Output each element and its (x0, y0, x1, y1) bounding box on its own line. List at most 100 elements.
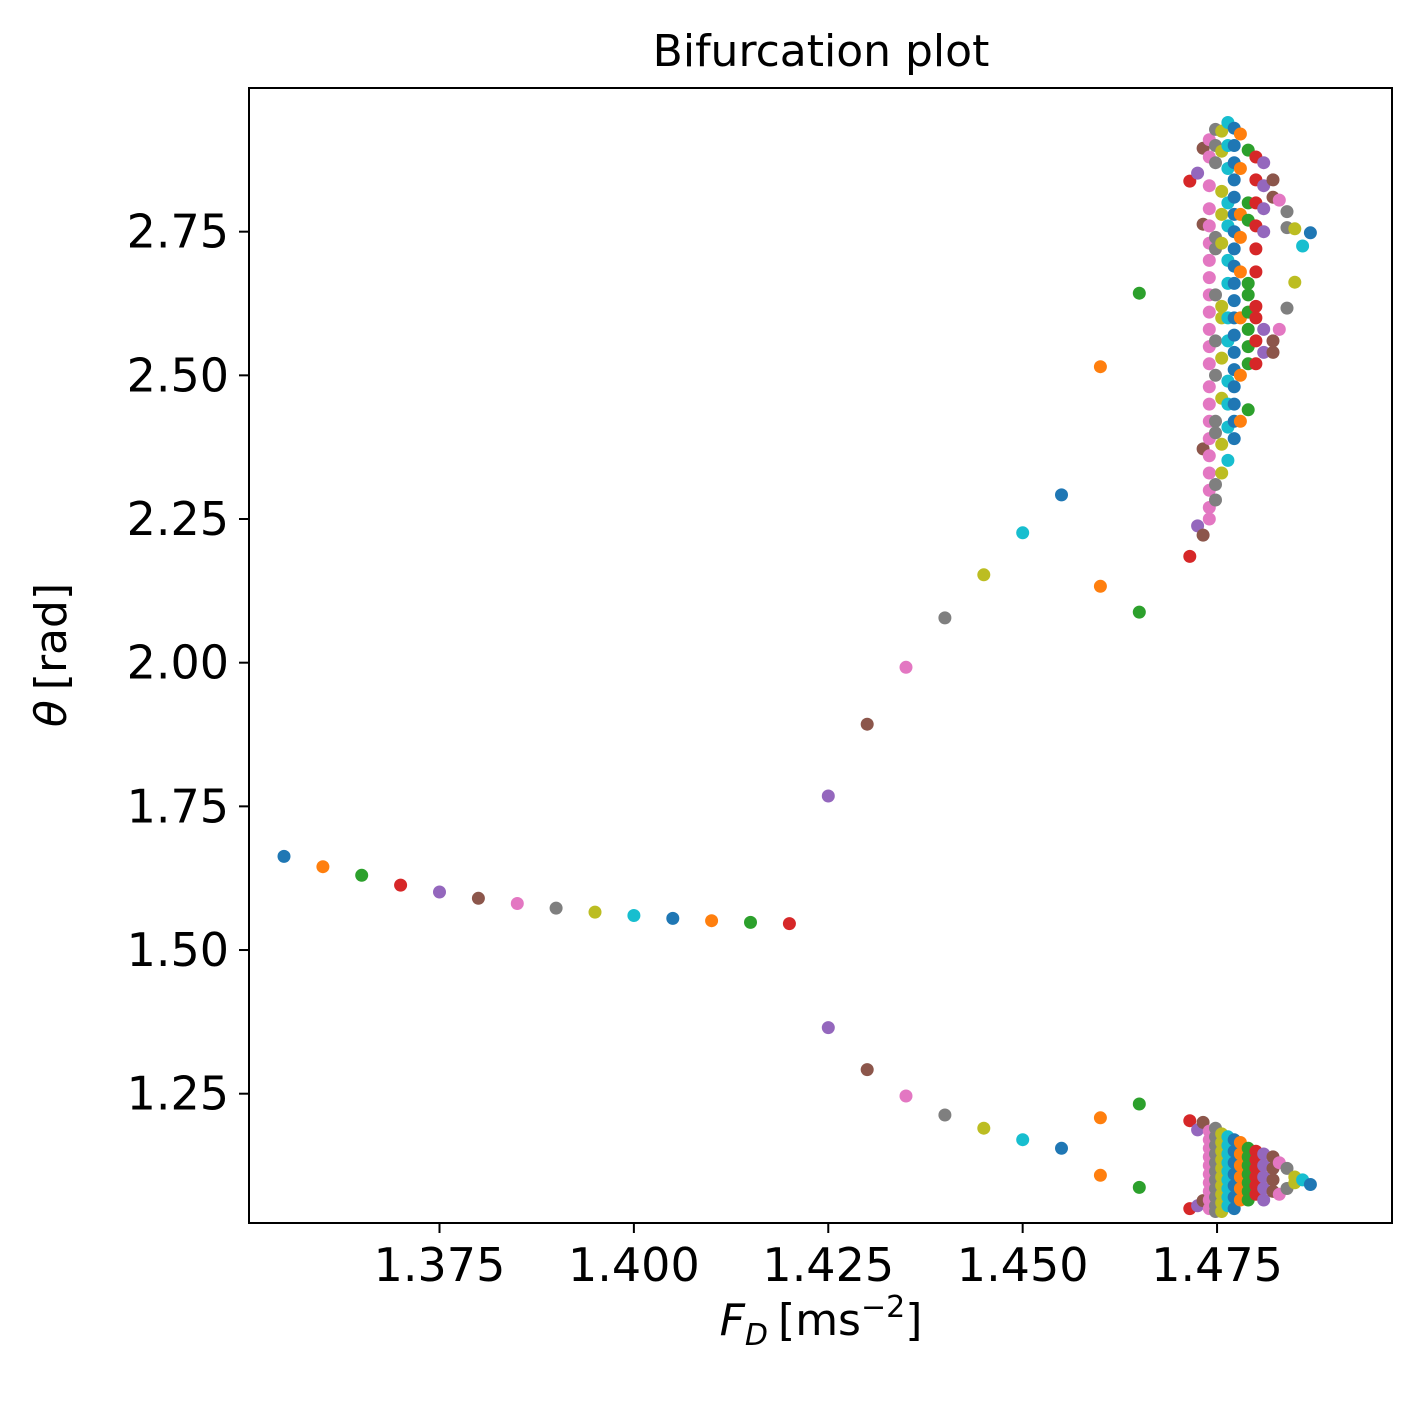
data-point (1209, 426, 1222, 440)
data-point (1227, 276, 1241, 290)
x-axis-label-unit-close: ] (905, 1295, 922, 1346)
data-point (1202, 253, 1216, 267)
data-point (1288, 222, 1302, 236)
data-point (1249, 311, 1263, 325)
data-point (1233, 127, 1247, 141)
data-point (1227, 397, 1241, 411)
data-point (1202, 357, 1216, 371)
data-point (1266, 334, 1280, 348)
data-point (1233, 265, 1247, 279)
data-point (1241, 322, 1255, 336)
data-point (1280, 205, 1294, 219)
data-point (1241, 288, 1255, 302)
x-axis-label-symbol: F (720, 1295, 746, 1346)
data-point (1093, 1168, 1107, 1182)
data-point (899, 1089, 913, 1103)
data-point (1266, 1173, 1280, 1187)
data-point (1257, 1193, 1271, 1207)
data-point (1241, 276, 1255, 290)
data-point (744, 915, 757, 929)
data-point (1202, 271, 1216, 285)
data-point (1209, 334, 1222, 348)
data-point (549, 901, 563, 915)
y-axis-label: θ [rad] (26, 583, 77, 727)
data-point (977, 568, 991, 582)
data-point (1257, 156, 1271, 170)
y-axis-label-symbol: θ (26, 700, 77, 727)
data-point (1257, 225, 1271, 239)
data-point (1257, 179, 1271, 193)
data-point (1215, 351, 1229, 365)
data-point (510, 897, 524, 910)
x-tick-label: 1.450 (957, 1238, 1089, 1292)
data-point (1132, 286, 1146, 300)
data-point (1202, 466, 1216, 480)
y-axis-label-unit: [rad] (26, 583, 77, 690)
data-point (860, 1063, 874, 1077)
data-point (782, 917, 796, 931)
data-point (355, 868, 369, 882)
data-point (1221, 453, 1235, 467)
data-point (1202, 202, 1216, 216)
data-point (1202, 512, 1216, 526)
data-point (316, 860, 330, 874)
data-point (1266, 345, 1280, 359)
y-tick-label: 2.75 (127, 205, 229, 259)
data-point (433, 885, 446, 899)
data-point (1280, 301, 1294, 315)
data-point (1055, 488, 1068, 502)
points-layer (277, 116, 1317, 1218)
data-point (1215, 437, 1229, 451)
data-point (1249, 334, 1263, 348)
data-point (1209, 414, 1222, 428)
data-point (1191, 166, 1205, 180)
data-point (899, 660, 913, 674)
data-point (938, 611, 952, 625)
data-point (1209, 288, 1222, 302)
data-point (1132, 1180, 1146, 1194)
data-point (1016, 526, 1030, 540)
data-point (1227, 242, 1241, 256)
data-point (1257, 202, 1271, 216)
data-point (821, 1021, 835, 1035)
data-point (1202, 449, 1216, 463)
data-point (1272, 322, 1286, 336)
data-point (1016, 1133, 1030, 1147)
x-tick-label: 1.400 (568, 1238, 700, 1292)
data-point (1183, 549, 1197, 563)
data-point (1215, 207, 1229, 221)
data-point (1272, 193, 1286, 207)
data-point (1202, 322, 1216, 336)
y-tick-label: 2.00 (127, 636, 229, 690)
data-point (1288, 275, 1302, 289)
data-point (1249, 299, 1263, 313)
y-tick-label: 1.50 (127, 923, 229, 977)
data-point (938, 1108, 952, 1122)
data-point (277, 849, 291, 863)
data-point (1202, 380, 1216, 394)
data-point (1215, 466, 1229, 480)
data-point (666, 911, 680, 925)
data-point (1209, 478, 1222, 491)
x-tick-label: 1.425 (762, 1238, 894, 1292)
data-point (1233, 414, 1247, 428)
data-point (1093, 1111, 1107, 1125)
data-point (627, 909, 641, 922)
data-point (1296, 239, 1310, 253)
x-tick-label: 1.475 (1151, 1238, 1283, 1292)
data-point (1233, 230, 1247, 244)
data-point (1233, 162, 1247, 175)
data-point (1249, 242, 1263, 256)
data-point (1215, 184, 1229, 198)
data-point (1183, 174, 1197, 188)
data-point (1233, 368, 1247, 382)
data-point (1227, 294, 1241, 308)
x-axis-label: FD [ms−2] (720, 1290, 923, 1353)
data-point (1093, 360, 1107, 374)
data-point (1227, 328, 1241, 342)
data-point (1209, 156, 1222, 170)
data-point (1215, 299, 1229, 313)
data-point (1202, 179, 1216, 193)
data-point (1227, 139, 1241, 152)
